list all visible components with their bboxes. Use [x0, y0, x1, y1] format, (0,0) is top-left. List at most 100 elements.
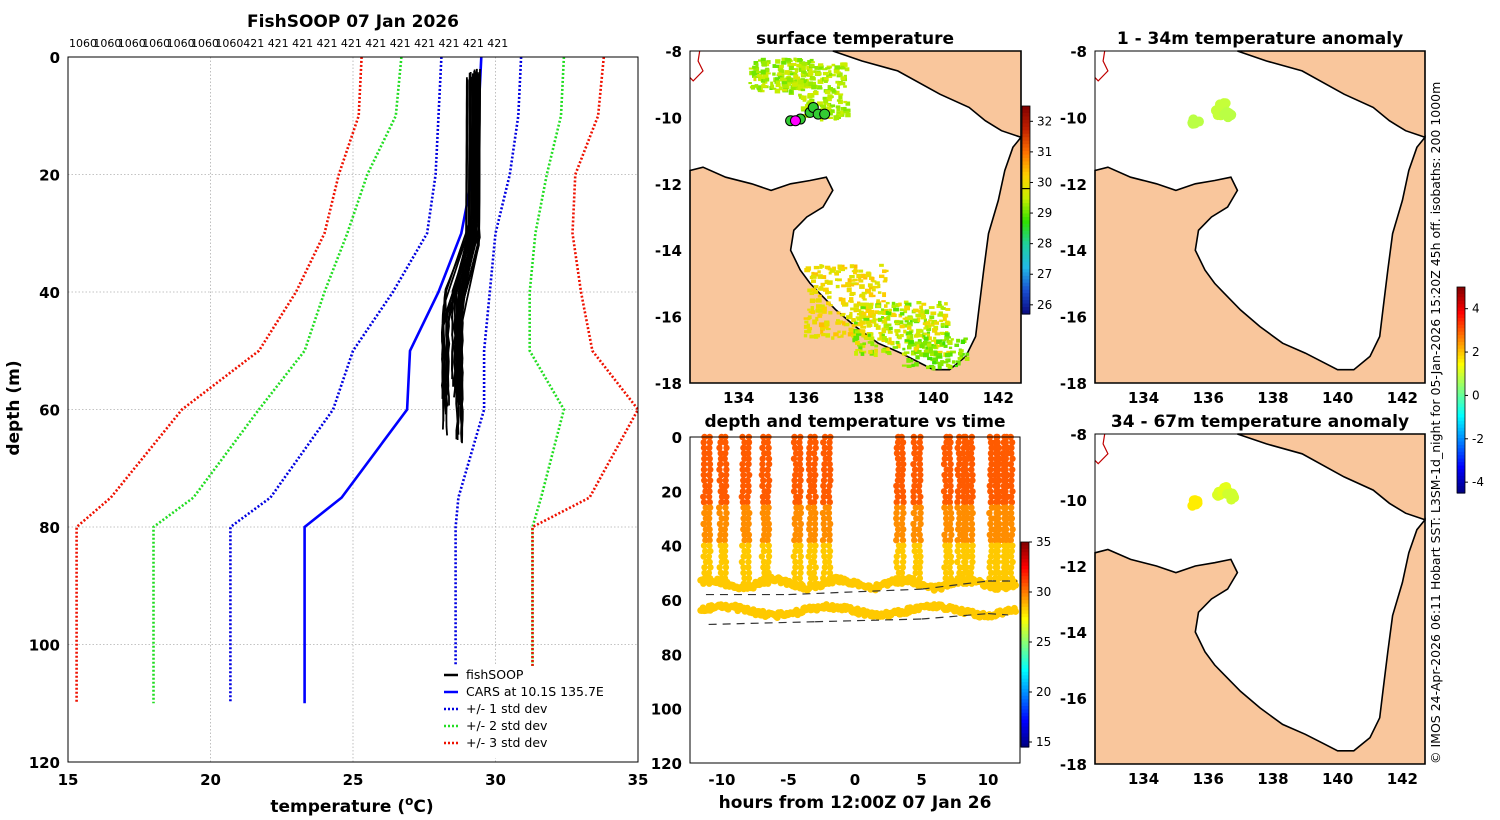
sst-pixel	[925, 341, 932, 346]
dt-cast-point	[964, 547, 971, 555]
dt-cast-point	[745, 444, 752, 452]
dt-cast-point	[1003, 575, 1010, 582]
dt-cast-point	[917, 477, 924, 484]
sst-pixel	[888, 337, 892, 343]
sst-pixel	[807, 327, 813, 331]
sst-pixel	[807, 288, 813, 293]
colorbar-cell	[1457, 489, 1465, 494]
profile-title: FishSOOP 07 Jan 2026	[247, 12, 459, 32]
dt-cast-point	[941, 564, 948, 571]
dt-cast-point	[964, 477, 971, 484]
fishsoop-profile	[458, 74, 472, 401]
dt-cast-point	[954, 444, 961, 452]
sst-pixel	[922, 322, 927, 326]
sst-pixel	[798, 67, 803, 72]
dt-cast-point	[986, 558, 994, 566]
sst-pixel	[837, 113, 843, 118]
dt-cast-point	[941, 504, 948, 511]
dt-cast-point	[955, 520, 962, 528]
sst-pixel	[869, 352, 875, 356]
dt-cast-point	[999, 450, 1007, 457]
sst-pixel	[881, 316, 885, 319]
sst-pixel	[894, 329, 901, 333]
dt-cast-point	[900, 460, 907, 468]
sst-pixel	[933, 336, 937, 340]
sst-pixel	[860, 325, 867, 329]
dt-cast-point	[819, 509, 827, 517]
sst-pixel	[856, 273, 862, 279]
colorbar-cell	[1022, 151, 1030, 156]
dt-cast-point	[1008, 515, 1016, 522]
sst-pixel	[847, 278, 852, 283]
sst-pixel	[850, 282, 855, 287]
cast-depth-label: 421	[487, 37, 508, 50]
dt-cast-point	[796, 439, 803, 446]
sst-pixel	[899, 308, 904, 312]
dt-cast-point	[764, 537, 771, 544]
sst-pixel	[791, 71, 798, 75]
dt-cast-point	[811, 547, 818, 555]
sst-pixel	[855, 330, 860, 334]
dt-cast-point	[796, 471, 804, 479]
colorbar-cell	[1022, 241, 1030, 246]
sst-pixel	[805, 72, 809, 76]
sst-pixel	[867, 333, 871, 337]
dt-cast-point	[948, 531, 955, 538]
sst-pixel	[834, 90, 840, 95]
sst-pixel	[859, 293, 866, 298]
dt-cast-point	[994, 547, 1001, 555]
dt-cast-point	[821, 564, 829, 571]
anomaly-point	[1220, 98, 1231, 109]
colorbar-cell	[1457, 362, 1465, 367]
sst-pixel	[868, 350, 873, 354]
sst-pixel	[807, 308, 811, 311]
dt-cast-point	[910, 531, 918, 538]
dt-cast-point	[811, 515, 819, 522]
cast-depth-label: 421	[292, 37, 313, 50]
dt-cast-point	[826, 439, 833, 446]
dt-cast-point	[820, 482, 827, 490]
sst-pixel	[912, 308, 919, 313]
dt-cast-point	[759, 542, 766, 549]
sst-pixel	[885, 338, 889, 343]
cast-depth-label: 421	[365, 37, 386, 50]
sst-pixel	[923, 340, 928, 346]
fishsoop-profile	[455, 77, 479, 395]
dt-cast-point	[807, 439, 814, 446]
dt-cast-point	[916, 569, 923, 577]
sst-pixel	[793, 87, 800, 91]
map-ytick: -8	[665, 43, 682, 61]
dt-cast-point	[765, 504, 772, 511]
colorbar-cell	[1022, 112, 1030, 117]
map-isobath	[689, 50, 704, 82]
sst-pixel	[764, 68, 770, 72]
sst-pixel	[885, 310, 892, 316]
dt-cast-point	[994, 515, 1002, 522]
map-ytick: -14	[655, 242, 682, 260]
dt-cast-point	[740, 482, 747, 490]
sst-pixel	[868, 286, 874, 290]
colorbar-cell	[1021, 733, 1029, 738]
dt-cast-point	[812, 542, 819, 549]
profile-ytick: 80	[39, 519, 60, 537]
sst-pixel	[800, 72, 805, 76]
dt-cast-point	[764, 439, 771, 446]
dt-cast-point	[700, 520, 707, 528]
dt-cast-point	[765, 455, 773, 462]
dt-cast-point	[899, 547, 906, 555]
colorbar-cell	[1022, 178, 1030, 183]
dt-cast-point	[820, 542, 827, 549]
sst-pixel	[790, 85, 796, 91]
dt-cast-point	[893, 444, 901, 452]
profile-series-line	[528, 56, 566, 704]
dt-cast-point	[722, 460, 730, 468]
dt-cast-point	[825, 488, 832, 495]
dt-cast-point	[899, 493, 907, 500]
dt-cast-point	[765, 526, 773, 533]
sst-pixel	[835, 278, 839, 282]
dt-cast-point	[723, 493, 730, 500]
dt-cast-point	[760, 547, 768, 555]
dt-ytick: 60	[661, 592, 682, 610]
